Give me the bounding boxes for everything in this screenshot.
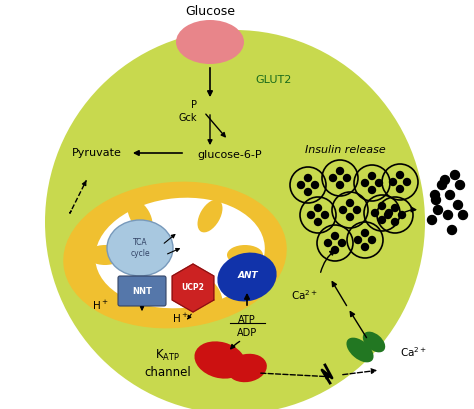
Text: H$^+$: H$^+$ — [91, 299, 109, 312]
Text: H$^+$: H$^+$ — [172, 311, 188, 325]
Circle shape — [331, 232, 338, 240]
Ellipse shape — [45, 30, 425, 409]
Circle shape — [325, 240, 331, 247]
Circle shape — [344, 175, 350, 182]
Text: UCP2: UCP2 — [182, 283, 204, 292]
Ellipse shape — [128, 200, 153, 232]
Circle shape — [311, 182, 319, 189]
Circle shape — [368, 236, 375, 243]
Ellipse shape — [227, 354, 267, 382]
Circle shape — [456, 180, 465, 189]
Text: channel: channel — [145, 366, 191, 378]
Ellipse shape — [176, 20, 244, 64]
Circle shape — [447, 225, 456, 234]
Text: K$_{\rm ATP}$: K$_{\rm ATP}$ — [155, 348, 181, 362]
Text: glucose-6-P: glucose-6-P — [198, 150, 262, 160]
Polygon shape — [172, 264, 214, 312]
Circle shape — [355, 236, 362, 243]
Circle shape — [321, 211, 328, 218]
Text: TCA
cycle: TCA cycle — [130, 238, 150, 258]
Circle shape — [438, 180, 447, 189]
Circle shape — [368, 173, 375, 180]
Circle shape — [440, 175, 449, 184]
Ellipse shape — [95, 198, 265, 308]
Circle shape — [458, 211, 467, 220]
Circle shape — [399, 211, 405, 218]
Text: ANT: ANT — [237, 272, 258, 281]
Ellipse shape — [107, 220, 173, 276]
Circle shape — [396, 171, 403, 178]
Circle shape — [337, 182, 344, 189]
Circle shape — [403, 178, 410, 186]
Ellipse shape — [363, 332, 385, 353]
Circle shape — [298, 182, 304, 189]
Text: GLUT2: GLUT2 — [255, 75, 292, 85]
Circle shape — [390, 178, 396, 186]
Circle shape — [392, 204, 399, 211]
Circle shape — [354, 207, 361, 213]
Circle shape — [385, 209, 392, 216]
Circle shape — [346, 213, 354, 220]
Circle shape — [346, 200, 354, 207]
Ellipse shape — [87, 245, 123, 265]
Circle shape — [446, 191, 455, 200]
Circle shape — [396, 186, 403, 193]
Ellipse shape — [198, 200, 222, 232]
Circle shape — [434, 205, 443, 214]
Circle shape — [454, 200, 463, 209]
Text: ATP: ATP — [238, 315, 256, 325]
Circle shape — [304, 175, 311, 182]
Circle shape — [368, 187, 375, 193]
Circle shape — [384, 211, 392, 218]
FancyBboxPatch shape — [118, 276, 166, 306]
Circle shape — [362, 229, 368, 236]
Circle shape — [315, 204, 321, 211]
Circle shape — [362, 180, 368, 187]
Text: Ca$^{2+}$: Ca$^{2+}$ — [400, 345, 427, 359]
Ellipse shape — [194, 342, 246, 379]
Text: ADP: ADP — [237, 328, 257, 338]
Circle shape — [375, 180, 383, 187]
Circle shape — [428, 216, 437, 225]
Circle shape — [304, 189, 311, 196]
Text: Pyruvate: Pyruvate — [72, 148, 122, 158]
Circle shape — [392, 218, 399, 225]
Ellipse shape — [128, 278, 153, 310]
Circle shape — [329, 175, 337, 182]
Circle shape — [308, 211, 315, 218]
Ellipse shape — [63, 182, 287, 328]
Circle shape — [430, 191, 439, 200]
Circle shape — [379, 202, 385, 209]
Text: Glucose: Glucose — [185, 5, 235, 18]
Circle shape — [431, 196, 440, 204]
Text: Insulin release: Insulin release — [305, 145, 385, 155]
Ellipse shape — [227, 245, 263, 265]
Text: Ca$^{2+}$: Ca$^{2+}$ — [291, 288, 318, 302]
Ellipse shape — [346, 337, 374, 362]
Circle shape — [331, 247, 338, 254]
Circle shape — [337, 168, 344, 175]
Circle shape — [339, 207, 346, 213]
Text: P: P — [191, 100, 197, 110]
Circle shape — [450, 171, 459, 180]
Ellipse shape — [218, 252, 277, 301]
Text: NNT: NNT — [132, 286, 152, 295]
Circle shape — [372, 209, 379, 216]
Circle shape — [444, 211, 453, 220]
Circle shape — [379, 216, 385, 223]
Circle shape — [338, 240, 346, 247]
Circle shape — [362, 243, 368, 250]
Circle shape — [315, 218, 321, 225]
Text: Gck: Gck — [179, 113, 197, 123]
Ellipse shape — [198, 278, 222, 310]
